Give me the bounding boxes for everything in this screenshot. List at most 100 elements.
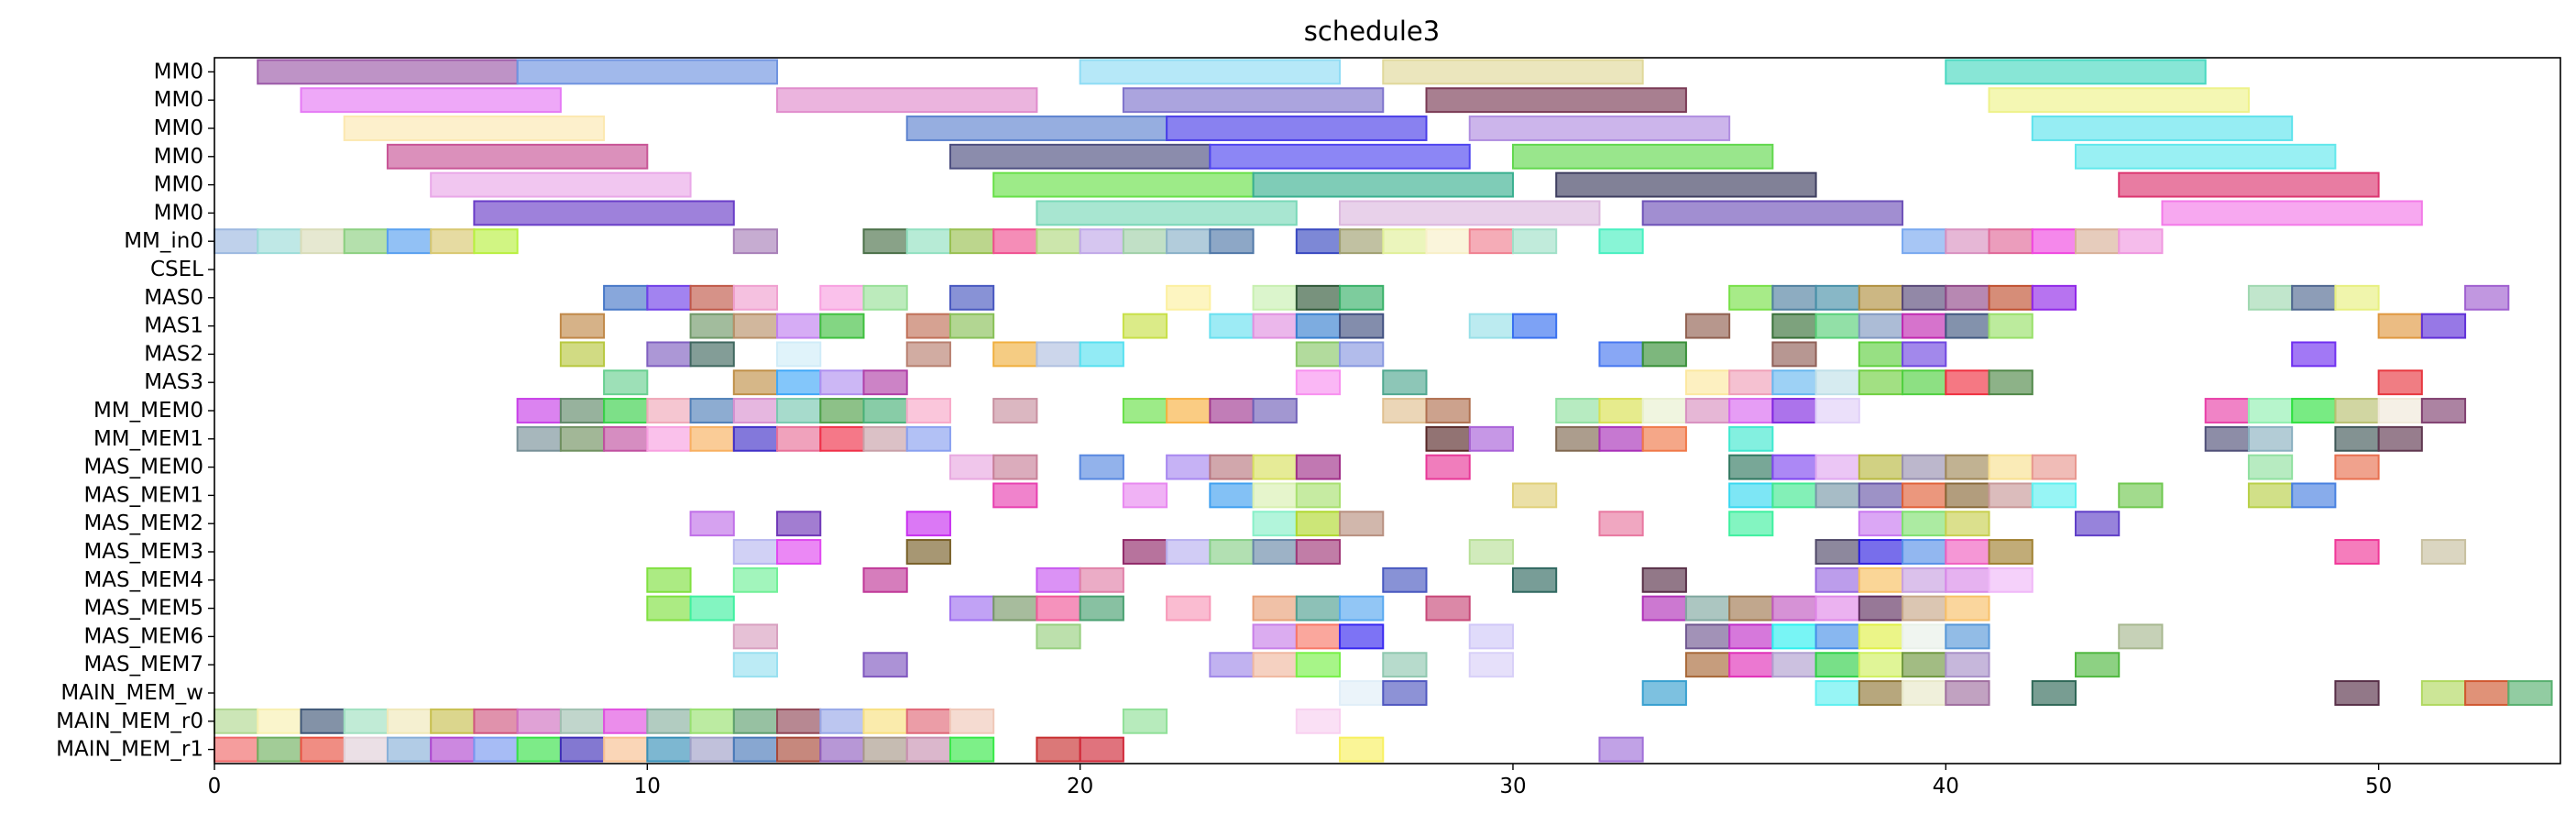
task-bar (516, 398, 562, 424)
task-bar (1555, 425, 1601, 452)
task-bar (646, 708, 692, 734)
row-label: CSEL (150, 258, 203, 281)
task-bar (2031, 116, 2294, 141)
task-bar (1902, 595, 1947, 622)
task-bar (603, 284, 649, 311)
task-bar (1339, 200, 1601, 226)
task-bar (1858, 313, 1904, 339)
task-bar (516, 736, 562, 763)
task-bar (1771, 398, 1817, 424)
task-bar (1598, 398, 1644, 424)
task-bar (2247, 425, 2294, 452)
task-bar (862, 284, 908, 311)
task-bar (1295, 595, 1342, 622)
task-bar (689, 284, 735, 311)
task-bar (1079, 454, 1124, 480)
task-bar (1814, 539, 1860, 565)
task-bar (300, 708, 345, 734)
task-bar (862, 652, 908, 678)
task-bar (776, 708, 822, 734)
task-bar (819, 313, 865, 339)
task-bar (1988, 313, 2033, 339)
task-bar (1295, 708, 1342, 734)
row-label: MAS_MEM1 (83, 483, 203, 507)
task-bar (1814, 284, 1860, 311)
task-bar (992, 398, 1038, 424)
task-bar (1728, 425, 1774, 452)
task-bar (1382, 369, 1428, 396)
task-bar (1511, 143, 1774, 170)
task-bar (2247, 284, 2294, 311)
task-bar (1252, 171, 1514, 198)
task-bar (1252, 595, 1298, 622)
x-tick-label: 20 (1067, 775, 1093, 798)
task-bar (386, 708, 433, 734)
task-bar (343, 116, 606, 141)
task-bar (2074, 228, 2121, 255)
task-bar (559, 708, 606, 734)
task-bar (2074, 511, 2121, 537)
row-label: MAS_MEM2 (83, 512, 203, 535)
task-bar (1511, 482, 1558, 509)
task-bar (732, 566, 779, 593)
task-bar (1209, 652, 1255, 678)
task-bar (1382, 228, 1428, 255)
task-bar (1252, 398, 1298, 424)
row-label: MAS_MEM4 (83, 568, 203, 592)
task-bar (1858, 341, 1904, 368)
task-bar (2420, 398, 2467, 424)
task-bar (1382, 59, 1644, 85)
task-bar (1598, 511, 1644, 537)
task-bar (1814, 623, 1860, 650)
task-bar (1252, 313, 1298, 339)
task-bar (732, 623, 779, 650)
task-bar (905, 398, 951, 424)
task-bar (1166, 228, 1211, 255)
task-bar (776, 398, 822, 424)
task-bar (1814, 595, 1860, 622)
task-bar (862, 369, 908, 396)
task-bar (1166, 454, 1211, 480)
task-bar (1036, 341, 1081, 368)
task-bar (1598, 341, 1644, 368)
task-bar (430, 708, 476, 734)
task-bar (1209, 398, 1255, 424)
task-bar (1425, 454, 1471, 480)
task-bar (776, 539, 822, 565)
task-bar (862, 425, 908, 452)
task-bar (1079, 595, 1124, 622)
task-bar (905, 313, 951, 339)
task-bar (1945, 284, 1990, 311)
task-bar (2377, 398, 2423, 424)
task-bar (905, 116, 1168, 141)
task-bar (1122, 398, 1168, 424)
task-bar (776, 341, 822, 368)
task-bar (1771, 595, 1817, 622)
task-bar (1771, 313, 1817, 339)
task-bar (1641, 200, 1904, 226)
task-bar (1858, 595, 1904, 622)
task-bar (1988, 369, 2033, 396)
task-bar (603, 369, 649, 396)
task-bar (473, 736, 519, 763)
task-bar (1382, 566, 1428, 593)
task-bar (1988, 454, 2033, 480)
row-label: MAIN_MEM_w (60, 681, 203, 705)
task-bar (1209, 143, 1471, 170)
task-bar (1858, 369, 1904, 396)
task-bar (1252, 652, 1298, 678)
task-bar (1122, 313, 1168, 339)
task-bar (1771, 482, 1817, 509)
task-bar (1858, 454, 1904, 480)
x-axis-ticks: 0 10 20 30 40 50 (208, 764, 2392, 798)
task-bar (1079, 341, 1124, 368)
task-bar (257, 736, 302, 763)
task-bar (1339, 736, 1385, 763)
task-bar (1382, 398, 1428, 424)
task-bar (1209, 482, 1255, 509)
task-bar (2334, 425, 2380, 452)
task-bar (516, 425, 562, 452)
task-bar (1166, 398, 1211, 424)
task-bar (2118, 171, 2380, 198)
task-bar (1295, 284, 1342, 311)
